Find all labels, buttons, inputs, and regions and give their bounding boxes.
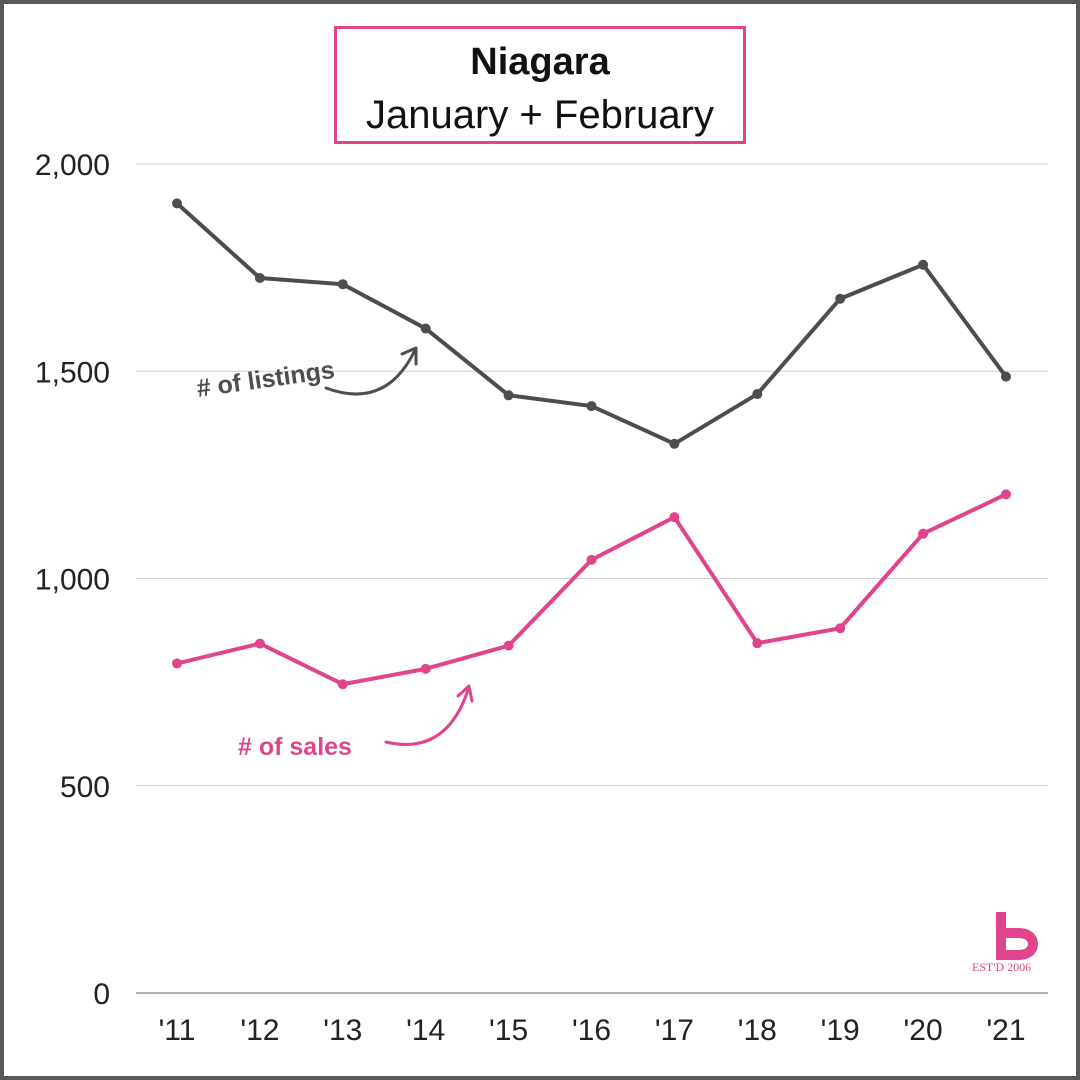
- y-axis-tick-labels: 0 500 1,000 1,500 2,000: [35, 149, 110, 1011]
- series-line-sales: [175, 492, 1008, 687]
- data-point-sales: [669, 512, 680, 523]
- x-tick-label: '13: [323, 1014, 362, 1047]
- x-tick-label: '18: [738, 1014, 777, 1047]
- data-point-listings: [420, 323, 431, 334]
- data-point-sales: [835, 623, 846, 634]
- series-lines: [175, 201, 1008, 687]
- y-tick-label: 500: [60, 771, 110, 804]
- chart-subtitle: January + February: [366, 93, 714, 137]
- sales-annotation-label: # of sales: [238, 733, 352, 761]
- listings-arrow-head: [400, 346, 418, 366]
- chart-title: Niagara: [470, 41, 610, 83]
- gridlines: [136, 163, 1048, 994]
- data-point-listings: [918, 259, 929, 270]
- sales-annotation-arrow: [384, 688, 470, 746]
- data-point-listings: [337, 279, 348, 290]
- x-tick-label: '20: [904, 1014, 943, 1047]
- x-tick-label: '19: [821, 1014, 860, 1047]
- data-point-listings: [752, 389, 763, 400]
- data-point-sales: [254, 638, 265, 649]
- listings-annotation-arrow: [324, 350, 416, 396]
- data-point-sales: [586, 554, 597, 565]
- x-tick-label: '12: [240, 1014, 279, 1047]
- y-tick-label: 1,500: [35, 356, 110, 389]
- data-point-listings: [1001, 371, 1011, 382]
- data-point-listings: [669, 438, 680, 449]
- y-tick-label: 2,000: [35, 149, 110, 182]
- listings-annotation: # of listings: [195, 346, 418, 403]
- x-tick-label: '11: [159, 1014, 196, 1047]
- x-tick-label: '14: [406, 1014, 445, 1047]
- x-tick-label: '21: [986, 1014, 1025, 1047]
- series-points: [172, 198, 1011, 690]
- data-point-sales: [918, 528, 929, 539]
- data-point-listings: [835, 293, 846, 304]
- data-point-sales: [420, 663, 431, 674]
- data-point-sales: [337, 679, 348, 690]
- listings-annotation-label: # of listings: [195, 356, 336, 403]
- brand-logo-icon: [996, 912, 1038, 960]
- y-tick-label: 0: [93, 978, 110, 1011]
- data-point-listings: [254, 272, 265, 283]
- x-tick-label: '15: [489, 1014, 528, 1047]
- title-box: Niagara January + February: [334, 26, 746, 144]
- data-point-listings: [172, 198, 182, 209]
- x-axis-tick-labels: '11 '12 '13 '14 '15 '16 '17 '18 '19 '20 '21: [159, 1014, 1026, 1047]
- logo-established-text: EST'D 2006: [972, 960, 1032, 974]
- data-point-listings: [586, 401, 597, 412]
- x-tick-label: '17: [655, 1014, 694, 1047]
- x-tick-label: '16: [572, 1014, 611, 1047]
- data-point-listings: [503, 390, 514, 401]
- y-tick-label: 1,000: [35, 564, 110, 597]
- sales-arrow-head: [456, 684, 474, 703]
- data-point-sales: [1001, 489, 1011, 500]
- data-point-sales: [752, 638, 763, 649]
- data-point-sales: [172, 658, 182, 669]
- sales-annotation: # of sales: [238, 684, 474, 761]
- data-point-sales: [503, 640, 514, 651]
